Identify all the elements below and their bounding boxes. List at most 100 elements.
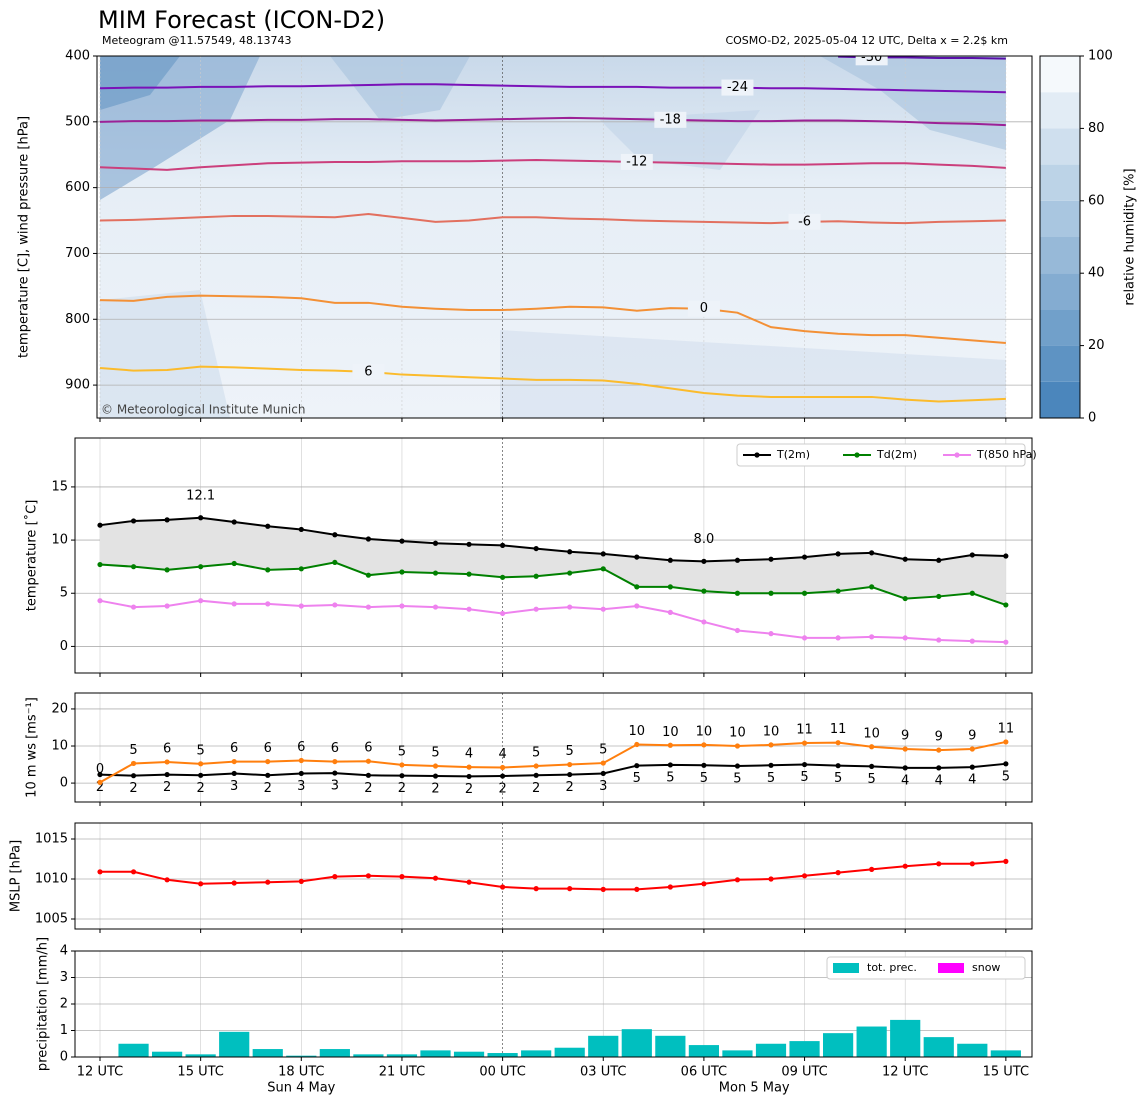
point (399, 762, 405, 768)
value-label: 5 (566, 744, 574, 759)
point (768, 631, 774, 637)
bar (386, 1054, 418, 1057)
legend-label: T(2m) (776, 448, 810, 461)
value-label: 5 (834, 771, 842, 786)
point (130, 604, 137, 610)
value-label: 6 (230, 741, 238, 756)
point (936, 557, 942, 563)
point (634, 886, 640, 893)
subtitle: Meteogram @11.57549, 48.13743 (102, 34, 292, 47)
x-tick-label: 03 UTC (580, 1065, 626, 1080)
value-label: 5 (767, 771, 775, 786)
y-tick-label: 1005 (35, 912, 68, 927)
colorbar-label: relative humidity [%] (1123, 168, 1138, 305)
point (667, 584, 673, 590)
point (969, 590, 975, 596)
point (164, 771, 170, 778)
point (97, 522, 103, 528)
y-tick-label: 5 (60, 586, 68, 601)
point (734, 743, 741, 749)
point (298, 566, 304, 572)
bar (621, 1029, 652, 1057)
value-label: 6 (297, 740, 305, 755)
point (567, 761, 573, 768)
value-label: 4 (465, 747, 473, 762)
point (432, 763, 439, 769)
point (97, 869, 103, 875)
isotherm-label: -12 (626, 154, 647, 169)
point (600, 770, 606, 777)
point (835, 635, 841, 641)
value-label: 2 (566, 780, 574, 795)
isotherm (99, 212, 1006, 225)
point (231, 601, 237, 607)
y-tick-label: 3 (60, 970, 68, 985)
point (835, 588, 841, 594)
point (332, 559, 338, 566)
spread-shade (100, 517, 1006, 605)
y-tick-label: 20 (51, 701, 68, 716)
point (130, 773, 137, 779)
value-label: 9 (935, 730, 943, 745)
y-tick-label: 2 (60, 997, 68, 1012)
legend-marker (954, 452, 960, 458)
point (432, 875, 439, 881)
point (768, 742, 774, 748)
y-tick-label: 900 (65, 378, 90, 393)
point (869, 763, 875, 770)
isotherm-label-bg (788, 213, 821, 230)
point (164, 877, 170, 883)
point (533, 763, 539, 769)
value-label: 5 (532, 746, 540, 761)
point (667, 762, 673, 768)
x-tick-label: 00 UTC (479, 1065, 525, 1080)
point (1003, 739, 1009, 745)
point (130, 760, 137, 767)
isotherm-label: 6 (364, 364, 372, 379)
point (231, 758, 237, 765)
bar (688, 1045, 719, 1057)
colorbar-tick-label: 20 (1088, 338, 1105, 353)
legend-swatch (938, 963, 964, 973)
bar (890, 1019, 921, 1057)
series-line (100, 860, 1006, 891)
isotherm-label-bg (721, 79, 754, 96)
point (533, 772, 539, 778)
colorbar-band (1040, 92, 1080, 129)
x-tick-label: 15 UTC (983, 1065, 1029, 1080)
point (198, 761, 204, 767)
y-tick-label: 400 (65, 49, 90, 64)
point (902, 635, 908, 641)
point (97, 779, 103, 785)
value-label: 2 (364, 781, 372, 796)
y-axis-label: temperature [˚C] (24, 500, 40, 612)
point (164, 517, 170, 523)
point (399, 538, 405, 544)
value-label: 6 (331, 741, 339, 756)
value-label: 2 (197, 781, 205, 796)
isotherm-label: 0 (700, 301, 708, 316)
point (835, 740, 841, 746)
point (634, 603, 640, 609)
value-label: 5 (800, 770, 808, 785)
point (701, 588, 707, 594)
y-tick-label: 1 (60, 1023, 68, 1038)
point (466, 606, 472, 612)
point (332, 758, 338, 765)
isotherm-label: -24 (727, 80, 748, 95)
plot-frame (74, 692, 1033, 803)
point (801, 635, 808, 641)
bar (252, 1049, 283, 1057)
point (902, 556, 908, 562)
point (265, 758, 271, 765)
x-tick-label: 12 UTC (882, 1065, 928, 1080)
y-tick-label: 10 (51, 533, 68, 548)
x-tick-label: 21 UTC (379, 1065, 425, 1080)
point (768, 762, 774, 768)
value-label: 5 (666, 770, 674, 785)
value-label: 5 (1002, 769, 1010, 784)
point (231, 519, 237, 525)
point (231, 770, 237, 777)
point (734, 557, 741, 563)
